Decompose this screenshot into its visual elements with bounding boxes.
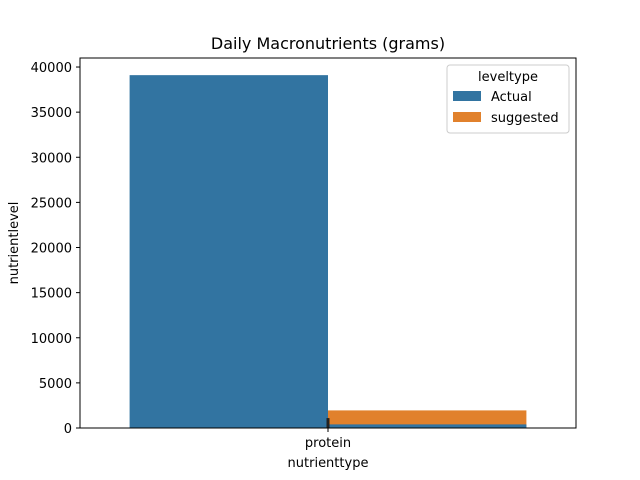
y-axis-label: nutrientlevel xyxy=(7,202,22,285)
y-tick-label: 25000 xyxy=(31,196,72,211)
chart-title: Daily Macronutrients (grams) xyxy=(211,34,445,53)
y-tick-label: 30000 xyxy=(31,151,72,166)
y-tick-label: 10000 xyxy=(31,332,72,347)
legend-swatch-suggested xyxy=(453,112,481,122)
y-tick-label: 40000 xyxy=(31,61,72,76)
y-tick-label: 35000 xyxy=(31,106,72,121)
y-tick-label: 5000 xyxy=(39,377,72,392)
y-axis: 0 5000 10000 15000 20000 25000 30000 35000 40000 xyxy=(31,61,80,437)
legend-label-actual: Actual xyxy=(491,90,532,105)
legend: leveltype Actual suggested xyxy=(446,64,570,134)
legend-title: leveltype xyxy=(478,70,538,85)
bar-suggested-protein xyxy=(328,410,527,428)
y-tick-label: 15000 xyxy=(31,287,72,302)
y-tick-label: 0 xyxy=(64,422,72,437)
x-axis: protein xyxy=(305,428,351,451)
plot-area xyxy=(129,75,527,429)
x-axis-label: nutrienttype xyxy=(288,456,369,471)
bar-actual-protein xyxy=(129,75,328,429)
legend-swatch-actual xyxy=(453,91,481,101)
y-tick-label: 20000 xyxy=(31,242,72,257)
bar-actual-overlay-protein xyxy=(328,424,527,428)
legend-label-suggested: suggested xyxy=(491,111,559,126)
x-tick-label: protein xyxy=(305,436,351,451)
